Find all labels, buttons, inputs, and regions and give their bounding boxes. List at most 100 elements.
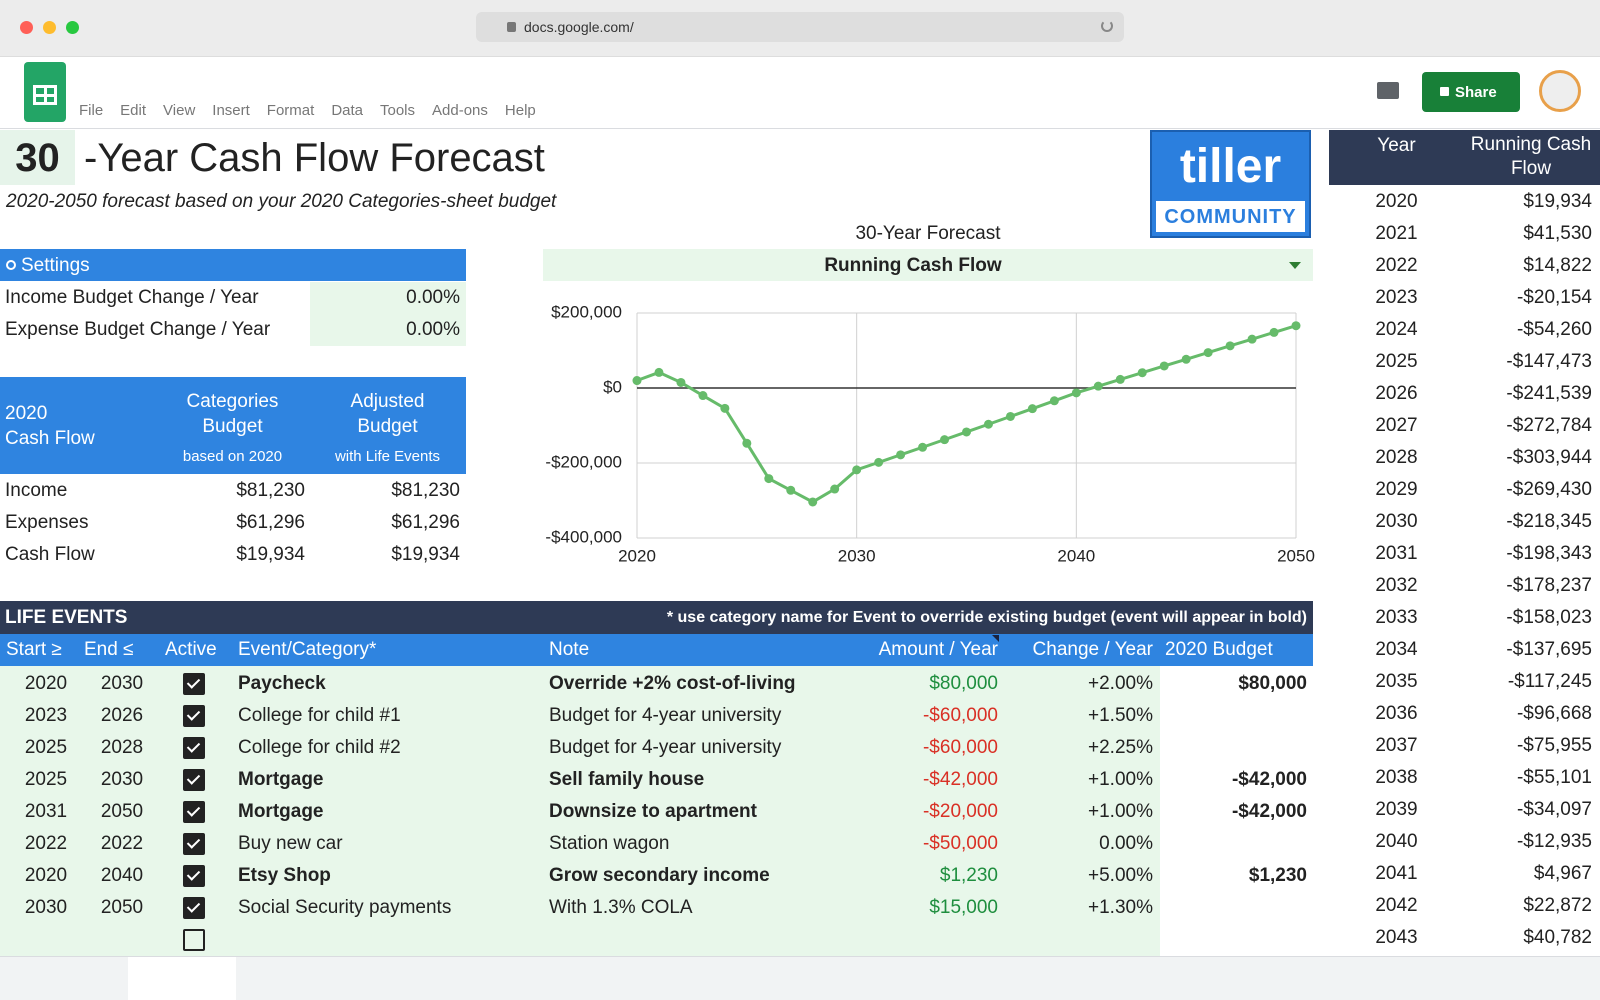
cell[interactable]: 2030 [100,672,144,694]
cell[interactable]: -$42,000 [922,768,998,790]
comment-icon[interactable] [1377,82,1399,99]
cell[interactable]: With 1.3% COLA [549,896,693,918]
cell[interactable]: Etsy Shop [238,864,331,886]
menu-item[interactable]: Format [266,101,315,119]
cell[interactable]: Override +2% cost-of-living [549,672,796,694]
cell[interactable]: 2026 [100,704,144,726]
cell[interactable]: 2022 [100,832,144,854]
dropdown-arrow[interactable] [1289,262,1301,269]
cell[interactable]: +1.00% [1088,768,1153,790]
checkbox[interactable] [183,769,205,791]
checkbox[interactable] [183,929,205,951]
cell[interactable]: Mortgage [238,800,324,822]
menu-item[interactable]: Edit [120,101,147,119]
checkmark [186,771,201,785]
cell[interactable]: 2025 [24,768,68,790]
cell[interactable]: -$42,000 [1231,800,1307,822]
cell[interactable]: Buy new car [238,832,343,854]
minimize-button[interactable] [43,21,56,34]
cell[interactable]: $1,230 [1248,864,1307,886]
zoom-button[interactable] [66,21,79,34]
cell[interactable]: College for child #2 [238,736,401,758]
running-header [1329,130,1600,185]
cell[interactable]: 0.00% [1099,832,1153,854]
cell[interactable]: 2028 [100,736,144,758]
cell[interactable]: 2030 [100,768,144,790]
running-value: -$147,473 [1506,350,1592,372]
cell[interactable]: $80,000 [1238,672,1307,694]
sheet-tab[interactable] [128,957,236,1000]
cell[interactable]: +5.00% [1088,864,1153,886]
checkbox[interactable] [183,673,205,695]
setting-value[interactable]: 0.00% [406,286,460,308]
cell[interactable]: 2040 [100,864,144,886]
running-value: -$96,668 [1516,702,1592,724]
cell[interactable]: 2020 [24,864,68,886]
sheets-icon[interactable] [24,62,66,122]
cell: $61,296 [236,511,305,533]
year: 2034 [1375,638,1418,660]
cell[interactable]: Station wagon [549,832,670,854]
column-header: Start ≥ [6,638,62,660]
menu-item[interactable]: File [79,101,104,119]
cell[interactable]: Downsize to apartment [549,800,757,822]
cell[interactable]: 2020 [24,672,68,694]
data-point [676,377,686,387]
menu-item[interactable]: Tools [380,101,416,119]
reload-icon[interactable] [1101,20,1113,32]
cell[interactable]: +1.00% [1088,800,1153,822]
cell[interactable]: $80,000 [929,672,998,694]
cell[interactable]: +1.50% [1088,704,1153,726]
cell[interactable]: 2031 [24,800,68,822]
cell[interactable]: -$50,000 [922,832,998,854]
cell[interactable]: -$20,000 [922,800,998,822]
menu-item[interactable]: Help [504,101,536,119]
cell[interactable]: Paycheck [238,672,326,694]
menu-item[interactable]: Data [331,101,363,119]
running-value: $40,782 [1523,926,1592,948]
cell[interactable]: -$60,000 [922,704,998,726]
menu-item[interactable]: View [163,101,196,119]
cell[interactable]: -$42,000 [1231,768,1307,790]
cell[interactable]: +2.00% [1088,672,1153,694]
cell[interactable]: +1.30% [1088,896,1153,918]
menu-item[interactable]: Insert [212,101,250,119]
share-label[interactable]: Share [1455,83,1497,101]
running-value: -$269,430 [1506,478,1592,500]
setting-value[interactable]: 0.00% [406,318,460,340]
series-dropdown[interactable] [543,249,1313,281]
cell[interactable]: Grow secondary income [549,864,770,886]
checkbox[interactable] [183,705,205,727]
checkbox[interactable] [183,801,205,823]
cell[interactable]: Sell family house [549,768,705,790]
cell[interactable]: 2025 [24,736,68,758]
cell[interactable]: -$60,000 [922,736,998,758]
cell[interactable]: Budget for 4-year university [549,704,782,726]
cell[interactable]: 2050 [100,800,144,822]
cell[interactable]: Mortgage [238,768,324,790]
cell[interactable]: 2050 [100,896,144,918]
menu-item[interactable]: Add-ons [432,101,488,119]
close-button[interactable] [20,21,33,34]
cell[interactable]: Budget for 4-year university [549,736,782,758]
settings-input[interactable] [310,282,466,346]
checkbox[interactable] [183,833,205,855]
cell[interactable]: $1,230 [939,864,998,886]
year: 2023 [1375,286,1418,308]
cell[interactable]: 2030 [24,896,68,918]
cell[interactable]: 2022 [24,832,68,854]
cell[interactable]: +2.25% [1088,736,1153,758]
checkbox[interactable] [183,897,205,919]
cell[interactable]: College for child #1 [238,704,401,726]
cell[interactable]: Social Security payments [238,896,452,918]
chart-series-select[interactable]: Running Cash Flow [824,254,1002,276]
cell[interactable]: 2023 [24,704,68,726]
share-button[interactable] [1422,72,1520,112]
row-label: Expenses [5,511,89,533]
checkbox[interactable] [183,865,205,887]
address-bar[interactable] [476,12,1124,42]
avatar[interactable] [1539,70,1581,112]
column-header: Amount / Year [878,638,998,660]
cell[interactable]: $15,000 [929,896,998,918]
checkbox[interactable] [183,737,205,759]
